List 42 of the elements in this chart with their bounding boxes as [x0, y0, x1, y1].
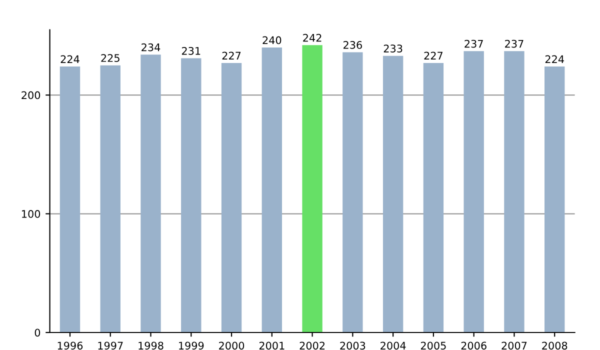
data-label: 224 [545, 55, 564, 63]
bar [140, 54, 161, 332]
x-tick-label: 2004 [380, 342, 406, 350]
bar [342, 52, 363, 332]
data-label: 224 [60, 55, 80, 63]
data-label: 234 [142, 43, 160, 52]
bar [544, 66, 565, 332]
data-label: 227 [222, 52, 241, 60]
x-tick-label: 2008 [542, 342, 568, 350]
bar [423, 62, 444, 332]
data-label: 233 [384, 44, 402, 52]
data-label: 242 [303, 34, 322, 42]
x-tick-label: 2007 [502, 342, 527, 350]
y-tick-label: 100 [22, 210, 40, 218]
x-tick-label: 2003 [340, 342, 366, 350]
x-tick-label: 1997 [98, 342, 123, 350]
bar [221, 62, 242, 332]
x-tick-label: 2001 [259, 342, 284, 350]
bar [464, 51, 484, 332]
x-tick-label: 1998 [138, 342, 164, 350]
data-label: 225 [101, 54, 120, 62]
data-label: 240 [262, 36, 282, 44]
x-tick-label: 2006 [461, 342, 486, 350]
bar [262, 48, 282, 332]
y-tick-label: 200 [22, 91, 40, 100]
data-label: 237 [464, 40, 483, 48]
bar [382, 56, 404, 332]
bar [504, 51, 524, 332]
x-tick-label: 2002 [300, 342, 325, 350]
x-tick-label: 1996 [58, 342, 83, 350]
x-tick-label: 2005 [420, 342, 446, 350]
x-tick-label: 1999 [179, 342, 204, 350]
data-label: 237 [505, 40, 524, 48]
y-tick-label: 0 [34, 328, 40, 337]
data-label: 231 [182, 46, 200, 55]
bar [60, 66, 80, 332]
data-label: 227 [424, 52, 443, 60]
bar [302, 45, 322, 332]
bar [181, 58, 202, 332]
bar [100, 65, 120, 332]
x-tick-label: 2000 [219, 342, 244, 350]
data-label: 236 [344, 41, 362, 49]
